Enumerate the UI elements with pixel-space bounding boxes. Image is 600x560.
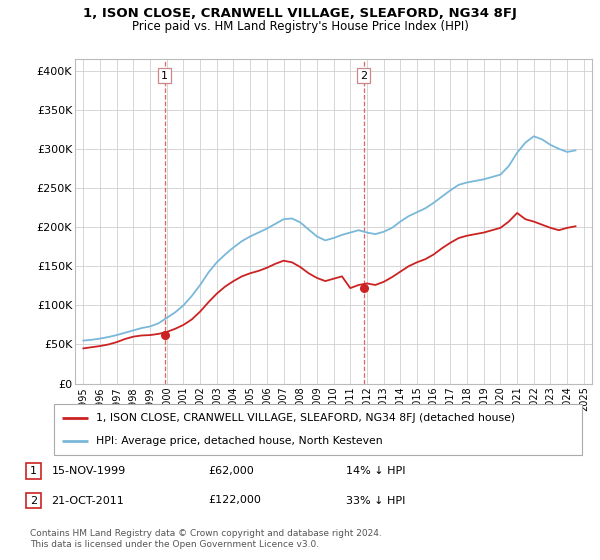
Text: 1, ISON CLOSE, CRANWELL VILLAGE, SLEAFORD, NG34 8FJ: 1, ISON CLOSE, CRANWELL VILLAGE, SLEAFOR… <box>83 7 517 20</box>
Text: 1: 1 <box>161 71 168 81</box>
Text: 15-NOV-1999: 15-NOV-1999 <box>52 466 126 476</box>
Text: 21-OCT-2011: 21-OCT-2011 <box>52 496 124 506</box>
Text: £122,000: £122,000 <box>208 496 261 506</box>
Text: 33% ↓ HPI: 33% ↓ HPI <box>346 496 406 506</box>
Text: 1, ISON CLOSE, CRANWELL VILLAGE, SLEAFORD, NG34 8FJ (detached house): 1, ISON CLOSE, CRANWELL VILLAGE, SLEAFOR… <box>96 413 515 423</box>
Text: 14% ↓ HPI: 14% ↓ HPI <box>346 466 406 476</box>
Text: 2: 2 <box>360 71 367 81</box>
FancyBboxPatch shape <box>26 463 41 479</box>
Text: £62,000: £62,000 <box>208 466 254 476</box>
Text: 2: 2 <box>29 496 37 506</box>
FancyBboxPatch shape <box>54 404 582 455</box>
Text: Contains HM Land Registry data © Crown copyright and database right 2024.
This d: Contains HM Land Registry data © Crown c… <box>30 529 382 549</box>
FancyBboxPatch shape <box>26 493 41 508</box>
Text: 1: 1 <box>30 466 37 476</box>
Text: Price paid vs. HM Land Registry's House Price Index (HPI): Price paid vs. HM Land Registry's House … <box>131 20 469 33</box>
Text: HPI: Average price, detached house, North Kesteven: HPI: Average price, detached house, Nort… <box>96 436 383 446</box>
